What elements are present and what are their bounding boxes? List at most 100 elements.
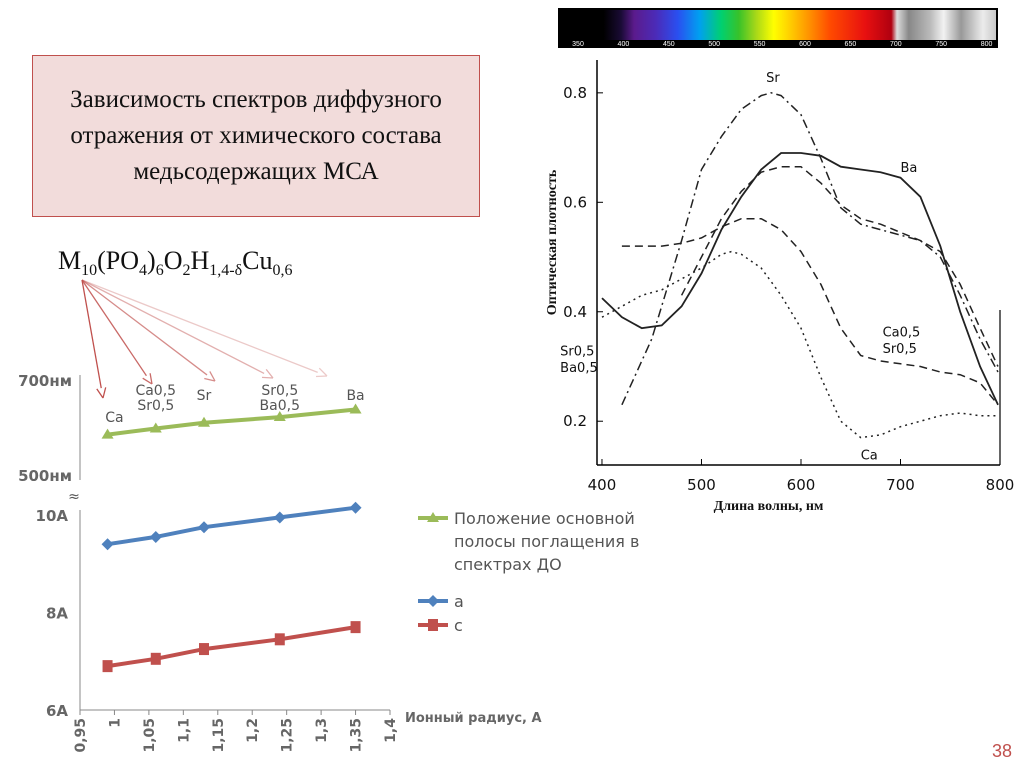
legend-label: спектрах ДО — [454, 555, 562, 574]
optical-density-chart: 400 500 600 700 800 0.2 0.4 0.6 0.8 Длина волны, … — [545, 60, 1014, 514]
curve-label: Ca0,5 — [883, 325, 921, 340]
chemical-formula: M10(PO4)6O2H1,4-δCu0,6 — [58, 246, 292, 280]
y-tick-label: 0.2 — [563, 412, 587, 430]
category-label: Ca0,5 — [135, 383, 176, 399]
x-tick-label: 0,95 — [73, 718, 89, 753]
arrow-line — [81, 279, 102, 389]
arrow-head — [204, 371, 216, 382]
formula-part: 2 — [182, 262, 191, 279]
x-tick-label: 700 — [886, 476, 915, 494]
arrow-head — [261, 368, 274, 379]
x-tick-label: 1,2 — [245, 718, 261, 743]
formula-part: 6 — [155, 262, 164, 279]
y-tick-label: 0.4 — [563, 303, 587, 321]
curve-label: Sr0,5 — [560, 345, 594, 360]
slide-title: Зависимость спектров диффузного отражени… — [70, 86, 442, 185]
spectrum-tick-label: 700 — [889, 41, 902, 48]
data-point — [149, 422, 162, 433]
formula-part: Cu — [242, 246, 273, 275]
arrow-head — [96, 387, 107, 399]
title-box: Зависимость спектров диффузного отражени… — [32, 55, 480, 217]
legend-label: Положение основной — [454, 509, 635, 528]
legend-label: полосы поглащения в — [454, 532, 639, 551]
x-tick-label: 1,35 — [349, 718, 365, 753]
spectrum-tick-label: 350 — [572, 41, 584, 48]
formula-part: O — [163, 246, 183, 275]
legend-marker — [427, 595, 439, 607]
arrow-line — [81, 279, 318, 373]
legend-label: a — [454, 592, 464, 611]
arrow-line — [81, 279, 147, 377]
formula-part: 0,6 — [272, 262, 293, 279]
formula-part: H — [190, 246, 210, 275]
data-point — [199, 643, 209, 656]
data-point — [274, 633, 285, 646]
category-label: Ba — [346, 388, 364, 404]
ionic-radius-chart: ≈700нм 500нм 10А 8А 6А 0,95 1 1,05 1,1 1,15 1,2 1,2… — [18, 372, 639, 753]
x-tick-label: 600 — [787, 476, 816, 494]
series-line — [680, 165, 999, 367]
data-point — [198, 416, 210, 427]
arrow-head — [315, 367, 328, 378]
spectrum-tick-label: 750 — [935, 41, 948, 48]
spectrum-tick-label: 800 — [980, 41, 993, 48]
x-tick-label: 1,3 — [314, 718, 330, 743]
data-point — [150, 652, 161, 665]
x-tick-label: 500 — [687, 476, 716, 494]
formula-part: 10 — [81, 262, 98, 279]
y-tick-label: 0.6 — [563, 193, 587, 211]
legend-marker — [428, 619, 438, 631]
formula-part: 1,4-δ — [209, 262, 243, 279]
x-tick-label: 1,1 — [176, 718, 192, 743]
curve-label: Sr — [766, 71, 780, 86]
spectrum-tick-label: 550 — [753, 41, 766, 48]
legend-marker — [427, 512, 439, 522]
formula-part: ) — [147, 246, 156, 275]
x-tick-label: 1 — [107, 718, 123, 728]
series-line — [601, 152, 999, 406]
data-point — [149, 530, 162, 543]
data-point — [273, 411, 286, 422]
arrow-line — [81, 279, 265, 375]
data-point — [198, 521, 210, 534]
axis-break-icon: ≈ — [68, 489, 80, 505]
y-tick-label: 700нм — [18, 372, 72, 390]
y-axis-label: Оптическая плотность — [545, 169, 560, 315]
x-tick-label: 400 — [588, 476, 617, 494]
spectrum-tick-label: 400 — [617, 41, 630, 48]
legend-label: c — [454, 616, 463, 635]
spectrum-tick-label: 500 — [708, 41, 721, 48]
formula-part: 4 — [139, 262, 148, 279]
y-tick-label: 500нм — [18, 467, 72, 485]
data-point — [350, 621, 361, 634]
x-tick-label: 1,15 — [211, 718, 227, 753]
series-line — [621, 217, 999, 406]
data-point — [349, 403, 362, 414]
category-label: Sr0,5 — [261, 383, 298, 399]
data-point — [349, 501, 362, 514]
curve-label: Ba — [900, 161, 917, 176]
arrow-line — [81, 279, 208, 376]
x-tick-label: 1,25 — [280, 718, 296, 753]
category-label: Ca — [105, 410, 123, 426]
arrow-head — [142, 373, 153, 385]
y-tick-label: 10А — [36, 507, 69, 525]
page-number: 38 — [991, 741, 1012, 761]
formula-part: (PO — [97, 246, 140, 275]
category-label: Sr — [197, 388, 212, 404]
data-point — [101, 538, 114, 551]
data-point — [101, 428, 114, 439]
spectrum-tick-label: 600 — [799, 41, 811, 48]
series-line — [621, 92, 999, 406]
spectrum-tick-label: 450 — [662, 41, 675, 48]
spectrum-tick-label: 650 — [844, 41, 857, 48]
y-tick-label: 8А — [46, 605, 68, 623]
x-tick-label: 1,05 — [142, 718, 158, 753]
x-axis-label: Ионный радиус, А — [405, 711, 542, 726]
curve-label: Ca — [861, 449, 878, 464]
curve-label: Sr0,5 — [883, 342, 917, 357]
curve-label: Ba0,5 — [560, 361, 598, 376]
spectrum-gradient — [560, 10, 996, 40]
y-tick-label: 6А — [46, 702, 68, 720]
